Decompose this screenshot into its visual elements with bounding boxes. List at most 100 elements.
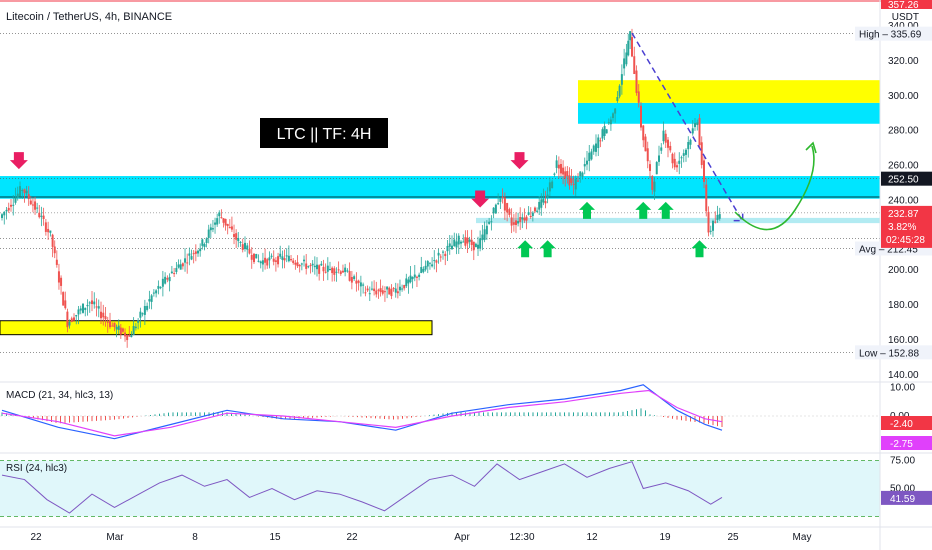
candle-body [40,215,43,217]
candle-body [544,201,547,204]
macd-signal-line [1,389,723,437]
candle-body [175,267,178,272]
candle-body [159,287,162,289]
candle-body [570,178,573,183]
candle-body [298,264,301,267]
candle-body [472,241,475,251]
candle-body [597,137,600,149]
candle-body [418,274,421,277]
candle-body [398,286,401,291]
candle-body [551,181,554,189]
candle-body [523,217,526,221]
candle-body [548,182,551,192]
candle-body [248,249,251,254]
zone-outline [0,320,433,336]
price-axis: 340.00320.00300.00280.00260.00240.00220.… [855,0,932,550]
last-price-bg [881,205,932,248]
candle-body [488,221,491,224]
candle-body [405,278,408,287]
candle-body [257,260,260,262]
y-tick-label: 140.00 [888,370,919,381]
candle-body [235,233,238,240]
candle-body [483,229,486,240]
x-tick-label: 19 [659,532,671,543]
candle-body [309,265,312,267]
candle-body [75,315,78,317]
arrow-down-icon [471,190,490,208]
candle-body [57,271,60,283]
candle-body [14,197,17,203]
candle-body [531,212,534,217]
candle-body [460,241,462,244]
candle-body [344,267,347,273]
candle-body [68,321,71,326]
candle-body [612,113,615,119]
candle-body [296,262,299,267]
currency-label: USDT [892,12,919,23]
candle-body [660,147,663,151]
candle-body [353,276,356,280]
macd-value: -2.40 [890,419,913,430]
candle-body [55,259,58,265]
candle-body [642,125,645,141]
candle-body [318,265,321,274]
candle-body [590,151,593,160]
candle-body [479,238,482,249]
candle-body [82,303,84,313]
candle-body [592,145,595,152]
candle-body [141,313,144,315]
candle-body [77,309,80,315]
candle-body [192,253,195,255]
rsi-line [1,461,723,514]
candle-body [562,167,565,175]
macd-value-bg [881,416,932,430]
candle-body [525,216,528,221]
candle-body [609,119,612,125]
candle-body [512,222,515,225]
candle-body [274,260,277,262]
candle-body [205,238,208,244]
candle-body [266,259,269,266]
candle-body [179,264,182,270]
candle-body [696,122,699,126]
candle-body [533,207,536,212]
candle-body [324,271,327,273]
candle-body [42,215,45,220]
candle-body [1,214,3,218]
candle-body [599,140,602,142]
candle-body [540,199,543,208]
candles-layer [1,28,721,348]
candle-body [477,244,480,249]
candle-body [348,271,351,281]
x-tick-label: Mar [106,532,124,543]
candle-body [148,299,151,302]
candle-body [519,217,522,222]
candle-body [682,153,685,156]
macd-panel [0,381,932,440]
candle-body [538,201,541,210]
candle-body [270,255,273,257]
candle-body [712,220,714,231]
candle-body [529,215,532,217]
candle-body [709,230,712,232]
zones-layer [0,80,880,336]
rsi-tick-label: 50.00 [890,484,915,495]
rsi-panel [0,452,932,517]
candle-body [439,256,442,258]
candle-body [224,218,227,226]
candle-body [546,194,549,198]
candle-body [553,173,556,175]
candle-body [506,203,509,213]
candle-body [448,243,451,247]
candle-body [403,285,406,289]
candle-body [10,204,12,207]
candle-body [390,289,393,297]
candle-body [341,270,344,273]
arrow-down-icon [9,152,28,170]
candle-body [607,122,610,124]
marker-label: Low – 152.88 [859,348,919,359]
candle-body [714,221,717,223]
candle-body [411,276,414,280]
projection-curve-arrow [734,145,815,231]
